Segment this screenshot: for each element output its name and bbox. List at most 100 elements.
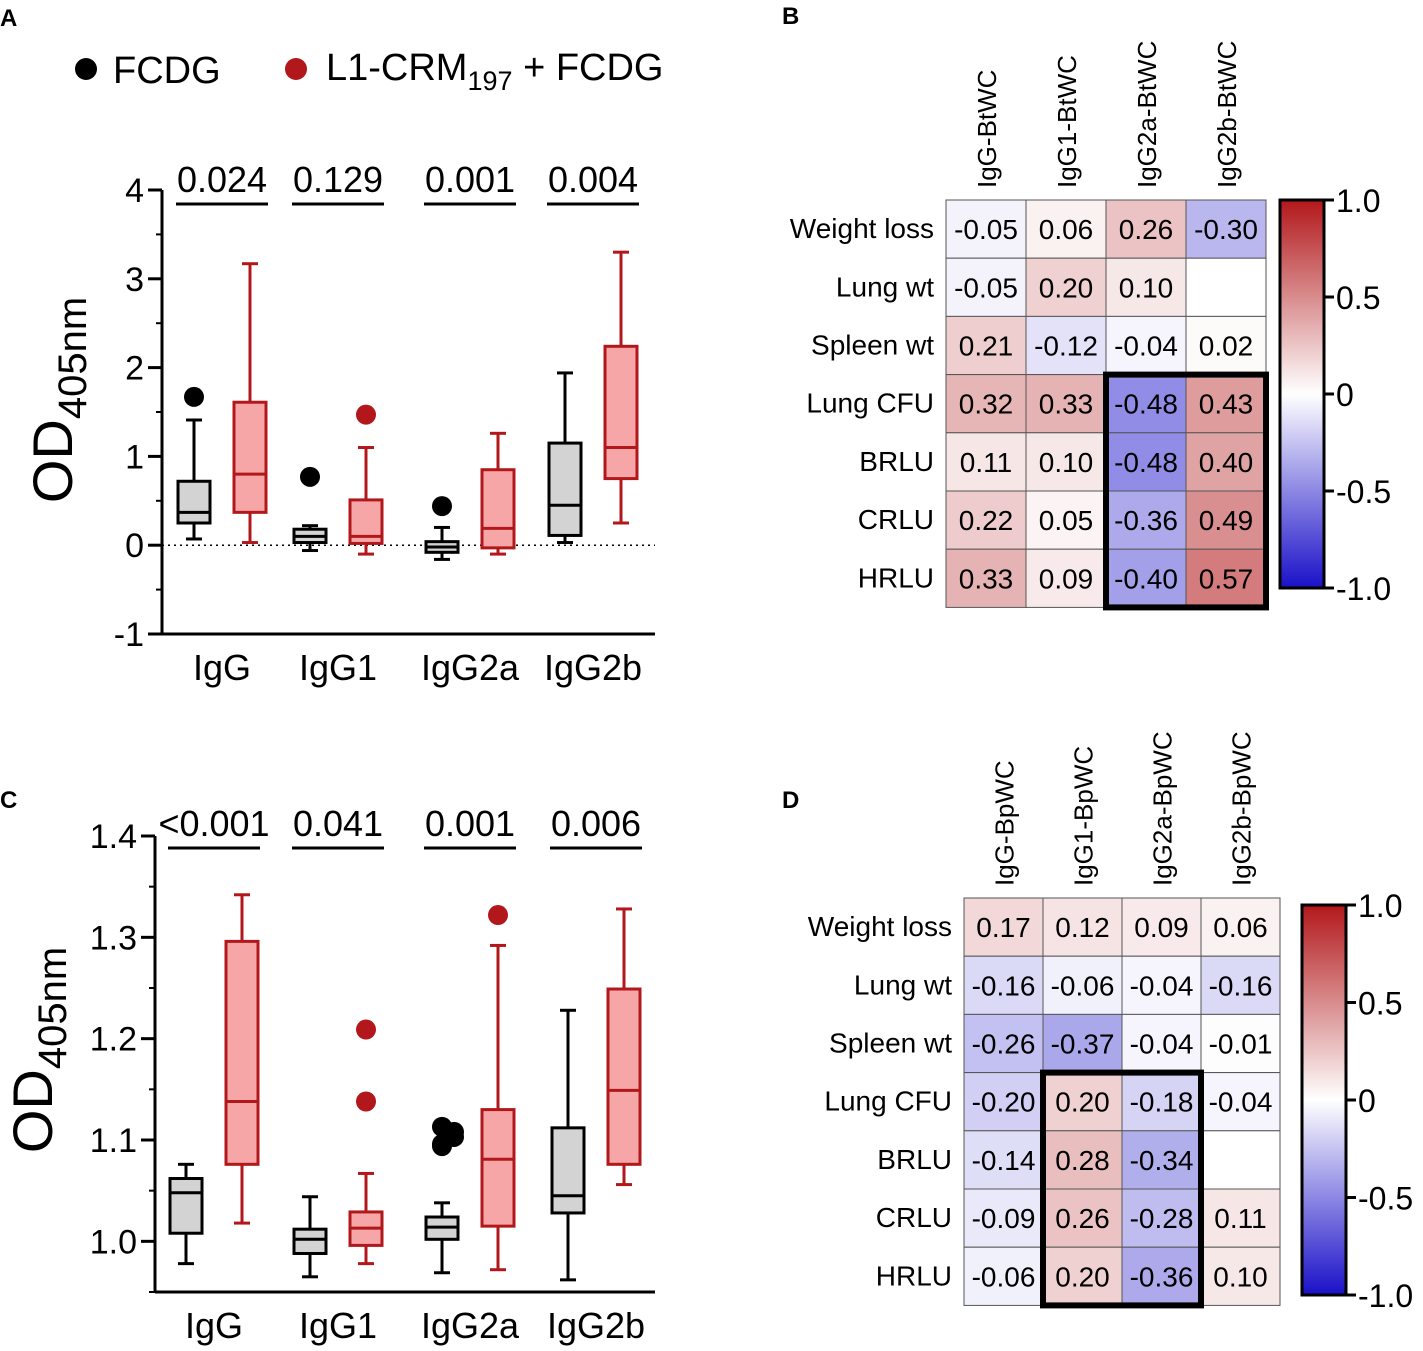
- heatmap-value: 0.20: [1039, 272, 1094, 303]
- heatmap-value: 0.49: [1199, 505, 1254, 536]
- heatmap-cell: [945, 257, 1027, 317]
- pvalue-label: 0.024: [177, 159, 267, 200]
- outlier-point: [488, 905, 508, 926]
- colorbar-tick-label: 0.5: [1336, 280, 1380, 316]
- heatmap-value: 0.06: [1213, 912, 1268, 943]
- colorbar: [1278, 198, 1326, 590]
- heatmap-cell: [1185, 199, 1267, 259]
- colorbar-tick-label: -1.0: [1358, 1278, 1413, 1314]
- box-iqr: [550, 1126, 586, 1215]
- heatmap-value: 0.26: [1055, 1203, 1110, 1234]
- outlier-point: [432, 1134, 452, 1155]
- pvalue-label: 0.129: [293, 159, 383, 200]
- heatmap-value: -0.26: [972, 1029, 1036, 1060]
- outlier-point: [356, 404, 376, 425]
- heatmap-value: -0.06: [1051, 970, 1115, 1001]
- box-iqr: [292, 1227, 328, 1255]
- heatmap-cell: [1185, 432, 1267, 492]
- heatmap-cell: [1105, 374, 1187, 434]
- heatmap-cell: [1200, 1072, 1281, 1132]
- outlier-point: [356, 1019, 376, 1040]
- heatmap-value: -0.20: [972, 1087, 1036, 1118]
- x-tick-label: IgG1: [299, 647, 377, 688]
- heatmap-cell: [945, 548, 1027, 608]
- heatmap-value: 0.17: [976, 912, 1031, 943]
- heatmap-column-label: IgG1-BpWC: [1069, 746, 1099, 886]
- outlier-point: [184, 386, 204, 407]
- y-axis-label-main: OD: [21, 419, 84, 503]
- heatmap-cell: [1025, 374, 1107, 434]
- colorbar-tick-label: 0: [1358, 1083, 1376, 1119]
- heatmap-column-label: IgG2a-BtWC: [1132, 41, 1162, 188]
- y-tick-label: 1.2: [90, 1021, 137, 1059]
- y-axis-label: OD405nm: [21, 297, 95, 503]
- box-iqr: [606, 987, 642, 1166]
- legend-label-fcdg: FCDG: [113, 50, 221, 92]
- heatmap-cell: [963, 1013, 1044, 1074]
- heatmap-value: 0.21: [959, 331, 1014, 362]
- box-iqr: [547, 441, 583, 537]
- legend: FCDG L1-CRM197 + FCDG: [75, 47, 664, 96]
- x-tick-label: IgG2b: [547, 1305, 645, 1346]
- heatmap-cell: [1185, 315, 1267, 376]
- heatmap-cell: [1200, 1130, 1281, 1190]
- heatmap-value: -0.06: [972, 1261, 1036, 1292]
- heatmap-cell: [963, 955, 1044, 1015]
- panel-letter-a: A: [0, 5, 17, 32]
- heatmap-column-label: IgG-BtWC: [972, 70, 1002, 188]
- colorbar-tick-label: -0.5: [1336, 474, 1391, 510]
- pvalue-label: <0.001: [158, 803, 269, 844]
- heatmap-value: -0.04: [1114, 331, 1178, 362]
- panel-c-boxplot: 1.0 1.1 1.2 1.3 1.4 OD405nm IgG <0.001 IgG1 0.041…: [1, 803, 655, 1346]
- heatmap-value: -0.36: [1114, 505, 1178, 536]
- y-tick-label: 3: [125, 261, 144, 299]
- y-tick-label: 1.3: [90, 919, 137, 957]
- heatmap-value: 0.26: [1119, 214, 1174, 245]
- heatmap-value: 0.10: [1039, 447, 1094, 478]
- panel-letter-c: C: [0, 787, 17, 814]
- heatmap-cell: [963, 897, 1044, 957]
- heatmap-highlight-box: [1040, 1069, 1204, 1309]
- heatmap-value: 0.22: [959, 505, 1014, 536]
- heatmap-value: -0.05: [954, 214, 1018, 245]
- heatmap-value: 0.32: [959, 389, 1014, 420]
- heatmap-cell: [945, 432, 1027, 492]
- box-iqr: [176, 479, 212, 525]
- heatmap-value: 0.33: [959, 563, 1014, 594]
- heatmap-value: -0.36: [1130, 1261, 1194, 1292]
- colorbar-tick-label: 1.0: [1336, 183, 1380, 219]
- heatmap-value: -0.16: [972, 970, 1036, 1001]
- box-iqr: [168, 1177, 204, 1235]
- heatmap-cell: [1042, 897, 1123, 957]
- heatmap-cell: [1025, 490, 1107, 550]
- heatmap-cell: [1121, 897, 1202, 957]
- heatmap-value: 0.05: [1039, 505, 1094, 536]
- box-iqr: [603, 344, 639, 481]
- y-axis-label: OD405nm: [1, 947, 75, 1153]
- y-tick-label: -1: [114, 616, 144, 654]
- heatmap-value: 0.11: [960, 447, 1012, 478]
- heatmap-value: 0.12: [1055, 912, 1110, 943]
- heatmap-value: -0.01: [1209, 1029, 1273, 1060]
- heatmap-value: -0.09: [972, 1203, 1036, 1234]
- heatmap-value: -0.04: [1209, 1087, 1273, 1118]
- heatmap-value: -0.14: [972, 1145, 1036, 1176]
- y-tick-label: 1.1: [90, 1122, 137, 1160]
- box-iqr: [232, 400, 268, 514]
- heatmap-value: 0.10: [1213, 1261, 1268, 1292]
- heatmap-value: -0.48: [1114, 389, 1178, 420]
- box-iqr: [224, 939, 260, 1166]
- heatmap-value: -0.16: [1209, 970, 1273, 1001]
- x-tick-label: IgG2a: [421, 647, 520, 688]
- pvalue-label: 0.041: [293, 803, 383, 844]
- legend-label-l1crm-sub: 197: [467, 66, 512, 96]
- heatmap-cell: [1200, 897, 1281, 957]
- legend-marker-fcdg: [75, 58, 97, 80]
- heatmap-row-label: HRLU: [858, 562, 934, 593]
- y-tick-label: 1.4: [90, 818, 137, 856]
- heatmap-value: 0.02: [1199, 331, 1254, 362]
- colorbar-tick-label: 0: [1336, 377, 1354, 413]
- heatmap-cell: [1185, 374, 1267, 434]
- panel-letter-d: D: [782, 787, 799, 814]
- heatmap-row-label: Spleen wt: [811, 330, 934, 361]
